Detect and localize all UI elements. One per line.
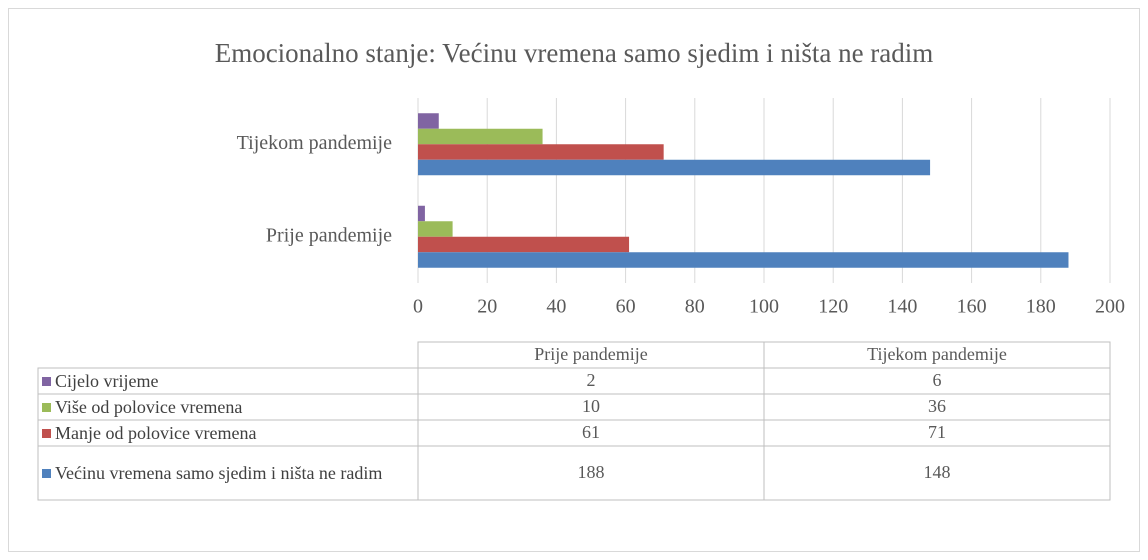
- table-value: 10: [582, 396, 600, 416]
- table-value: 71: [928, 422, 946, 442]
- legend-key: [42, 429, 51, 438]
- bar: [418, 221, 453, 237]
- chart-border: [8, 8, 1140, 552]
- y-tick-label: Prije pandemije: [266, 224, 392, 246]
- bar: [418, 252, 1069, 268]
- table-row-label: Manje od polovice vremena: [42, 420, 416, 446]
- table-value: 61: [582, 422, 600, 442]
- legend-entry: Manje od polovice vremena: [42, 420, 416, 446]
- bar: [418, 144, 664, 160]
- table-value: 36: [928, 396, 946, 416]
- table-header-label: Prije pandemije: [534, 344, 647, 364]
- table-value: 188: [578, 462, 605, 482]
- table-value: 6: [933, 370, 942, 390]
- table-row: [37, 445, 1111, 501]
- y-tick-label: Tijekom pandemije: [237, 132, 392, 154]
- bar: [418, 236, 630, 253]
- legend-key: [42, 469, 51, 478]
- x-tick-label: 20: [477, 296, 497, 318]
- x-tick-label: 60: [616, 296, 636, 318]
- legend-label: Cijelo vrijeme: [55, 371, 159, 391]
- legend-label: Više od polovice vremena: [55, 397, 243, 417]
- x-tick-label: 40: [546, 296, 566, 318]
- table-row-label: Cijelo vrijeme: [42, 368, 416, 394]
- legend-label: Većinu vremena samo sjedim i ništa ne ra…: [55, 463, 383, 483]
- legend-entry: Većinu vremena samo sjedim i ništa ne ra…: [42, 446, 416, 500]
- table-row-label: Više od polovice vremena: [42, 394, 416, 420]
- legend-label: Manje od polovice vremena: [55, 423, 257, 443]
- bar: [418, 159, 931, 176]
- legend-entry: Više od polovice vremena: [42, 394, 416, 420]
- x-tick-label: 100: [749, 296, 779, 318]
- x-tick-label: 80: [685, 296, 705, 318]
- chart-title: Emocionalno stanje: Većinu vremena samo …: [215, 38, 934, 68]
- x-tick-label: 200: [1095, 296, 1125, 318]
- table-row-label: Većinu vremena samo sjedim i ništa ne ra…: [42, 446, 416, 500]
- bar: [418, 128, 543, 145]
- table-header-label: Tijekom pandemije: [867, 344, 1007, 364]
- x-tick-label: 140: [887, 296, 917, 318]
- x-tick-label: 0: [413, 296, 423, 318]
- bar: [418, 205, 425, 222]
- legend-key: [42, 377, 51, 386]
- x-tick-label: 120: [818, 296, 848, 318]
- x-tick-label: 160: [957, 296, 987, 318]
- table-value: 2: [587, 370, 596, 390]
- bar: [418, 113, 439, 129]
- legend-entry: Cijelo vrijeme: [42, 368, 416, 394]
- x-tick-label: 180: [1026, 296, 1056, 318]
- legend-key: [42, 403, 51, 412]
- table-value: 148: [924, 462, 951, 482]
